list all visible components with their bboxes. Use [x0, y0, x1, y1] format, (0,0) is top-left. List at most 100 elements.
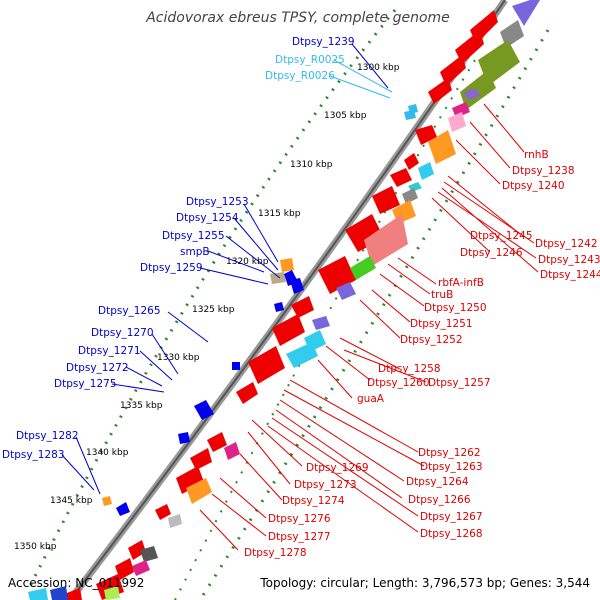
gene-label[interactable]: Dtpsy_1242	[535, 238, 598, 250]
kbp-1345: 1345 kbp	[50, 496, 93, 506]
gene-label[interactable]: Dtpsy_1252	[400, 334, 463, 346]
kbp-tick-labels: 1300 kbp 1305 kbp 1310 kbp 1315 kbp 1320…	[14, 63, 400, 552]
gene-label[interactable]: guaA	[357, 393, 385, 405]
gene-label[interactable]: rnhB	[524, 149, 549, 161]
cog-block-pink	[448, 112, 466, 132]
gene-arrow	[115, 558, 134, 580]
gene-label[interactable]: rbfA-infB	[438, 277, 484, 289]
gene-label[interactable]: Dtpsy_1269	[306, 462, 369, 474]
accession-text: Accession: NC_011992	[8, 576, 144, 590]
kbp-1310: 1310 kbp	[290, 160, 333, 170]
left-labels: Dtpsy_1239 Dtpsy_R0025 Dtpsy_R0026 Dtpsy…	[2, 36, 355, 461]
kbp-1315: 1315 kbp	[258, 209, 301, 219]
gene-arrow	[178, 432, 190, 444]
gene-label[interactable]: Dtpsy_1263	[420, 461, 483, 473]
cog-block-tan	[270, 272, 286, 284]
cog-block-magenta	[224, 442, 240, 460]
cog-block-magenta	[452, 102, 470, 118]
gene-label[interactable]: Dtpsy_1272	[66, 362, 129, 374]
gene-label[interactable]: Dtpsy_R0025	[275, 54, 345, 66]
gene-label[interactable]: Dtpsy_1258	[378, 363, 441, 375]
cog-block-salmon	[364, 214, 408, 266]
gene-arrow	[455, 30, 484, 64]
gene-label[interactable]: Dtpsy_1275	[54, 378, 117, 390]
gene-label[interactable]: Dtpsy_1282	[16, 430, 79, 442]
gene-arrow	[236, 382, 258, 404]
gene-label[interactable]: Dtpsy_1274	[282, 495, 345, 507]
scale-dots-inner	[198, 29, 550, 600]
cog-block-purple	[312, 316, 330, 330]
gene-label[interactable]: Dtpsy_1276	[268, 513, 331, 525]
gene-label[interactable]: Dtpsy_1270	[91, 327, 154, 339]
cog-block-purple	[512, 0, 540, 26]
gene-label[interactable]: Dtpsy_1271	[78, 345, 141, 357]
cog-blocks	[28, 0, 540, 600]
gene-arrow	[372, 186, 400, 214]
gene-label[interactable]: Dtpsy_1277	[268, 531, 331, 543]
gene-arrow	[176, 466, 204, 494]
genes-plus-strand	[64, 10, 498, 600]
left-leaders	[61, 43, 389, 495]
gene-arrow	[415, 125, 437, 145]
gene-label[interactable]: Dtpsy_1266	[408, 494, 471, 506]
gene-arrow	[207, 432, 227, 452]
gene-arrow	[404, 110, 416, 120]
cog-block-orange	[280, 258, 294, 272]
gene-label[interactable]: smpB	[180, 246, 210, 258]
cog-block-purple	[336, 282, 356, 300]
kbp-1350: 1350 kbp	[14, 542, 57, 552]
cog-block-gray	[500, 20, 524, 48]
gene-arrow	[64, 588, 82, 600]
kbp-1325: 1325 kbp	[192, 305, 235, 315]
gene-label[interactable]: Dtpsy_1259	[140, 262, 203, 274]
cog-block-cyan	[28, 588, 48, 600]
gene-arrow	[272, 314, 305, 346]
gene-label[interactable]: Dtpsy_1253	[186, 196, 249, 208]
gene-label[interactable]: Dtpsy_1238	[512, 165, 575, 177]
gene-arrow-orange	[102, 496, 112, 506]
cog-block-orange	[186, 478, 212, 504]
gene-label[interactable]: Dtpsy_1246	[460, 247, 523, 259]
gene-label[interactable]: Dtpsy_1254	[176, 212, 239, 224]
gene-label[interactable]: Dtpsy_1262	[418, 447, 481, 459]
scale-dots-outer	[26, 9, 397, 591]
genes-minus-strand	[102, 104, 418, 516]
cog-block-lime	[350, 256, 376, 280]
gene-arrow	[248, 346, 285, 384]
gene-label[interactable]: Dtpsy_1273	[294, 479, 357, 491]
kbp-1320: 1320 kbp	[226, 257, 269, 267]
gene-arrow	[440, 55, 466, 86]
gene-label[interactable]: truB	[431, 289, 453, 301]
cog-block-blue	[50, 586, 68, 600]
gene-arrow	[290, 278, 304, 294]
right-labels: rnhB Dtpsy_1238 Dtpsy_1240 Dtpsy_1245 Dt…	[244, 149, 600, 559]
gene-label[interactable]: Dtpsy_1267	[420, 511, 483, 523]
gene-label[interactable]: Dtpsy_1257	[428, 377, 491, 389]
gene-arrow	[194, 400, 214, 420]
gene-label[interactable]: Dtpsy_1278	[244, 547, 307, 559]
gene-label[interactable]: Dtpsy_1250	[424, 302, 487, 314]
map-title: Acidovorax ebreus TPSY, complete genome	[145, 10, 450, 26]
cog-block-gray	[402, 188, 418, 204]
gene-arrow	[190, 448, 212, 470]
gene-label[interactable]: Dtpsy_1283	[2, 449, 65, 461]
cog-block-green	[460, 70, 496, 110]
gene-label[interactable]: Dtpsy_1244	[540, 269, 600, 281]
cog-block-darkgray	[140, 546, 158, 562]
gene-label[interactable]: Dtpsy_1251	[410, 318, 473, 330]
gene-label[interactable]: Dtpsy_1245	[470, 230, 533, 242]
gene-label[interactable]: Dtpsy_1240	[502, 180, 565, 192]
gene-arrow	[404, 153, 419, 170]
gene-label[interactable]: Dtpsy_1239	[292, 36, 355, 48]
kbp-1340: 1340 kbp	[86, 448, 129, 458]
gene-label[interactable]: Dtpsy_1265	[98, 305, 161, 317]
kbp-1300: 1300 kbp	[357, 63, 400, 73]
gene-label[interactable]: Dtpsy_1264	[406, 476, 469, 488]
gene-label[interactable]: Dtpsy_1260	[367, 377, 430, 389]
gene-label[interactable]: Dtpsy_1255	[162, 230, 225, 242]
gene-label[interactable]: Dtpsy_R0026	[265, 70, 335, 82]
gene-label[interactable]: Dtpsy_1243	[538, 254, 600, 266]
gene-label[interactable]: Dtpsy_1268	[420, 528, 483, 540]
